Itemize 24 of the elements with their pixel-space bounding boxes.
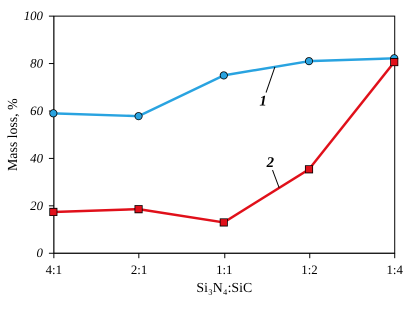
x-axis-title: Si₃N₄:SiC [196, 280, 252, 295]
point [49, 109, 58, 118]
series-label: 2 [266, 155, 275, 172]
y-tick-label: 0 [36, 246, 44, 260]
x-tick-label: 1:2 [301, 263, 318, 278]
point [304, 57, 314, 66]
x-tick-label: 1:4 [386, 263, 404, 278]
y-axis-title: Mass loss, % [4, 98, 20, 171]
point [304, 165, 314, 174]
legend-label: 1 [259, 93, 267, 110]
point [220, 218, 228, 226]
point [134, 205, 143, 214]
point [134, 112, 143, 120]
y-tick-label: 20 [30, 198, 44, 213]
point [49, 208, 58, 216]
point [220, 71, 228, 80]
x-tick-label: 4:1 [46, 263, 62, 278]
x-tick-label: 1:1 [216, 263, 232, 278]
y-tick-label: 40 [30, 151, 44, 166]
point [390, 58, 398, 66]
y-tick-label: 100 [24, 9, 44, 24]
y-tick-label: 60 [30, 104, 44, 118]
y-tick-label: 80 [30, 56, 44, 71]
x-tick-label: 2:1 [130, 263, 148, 278]
